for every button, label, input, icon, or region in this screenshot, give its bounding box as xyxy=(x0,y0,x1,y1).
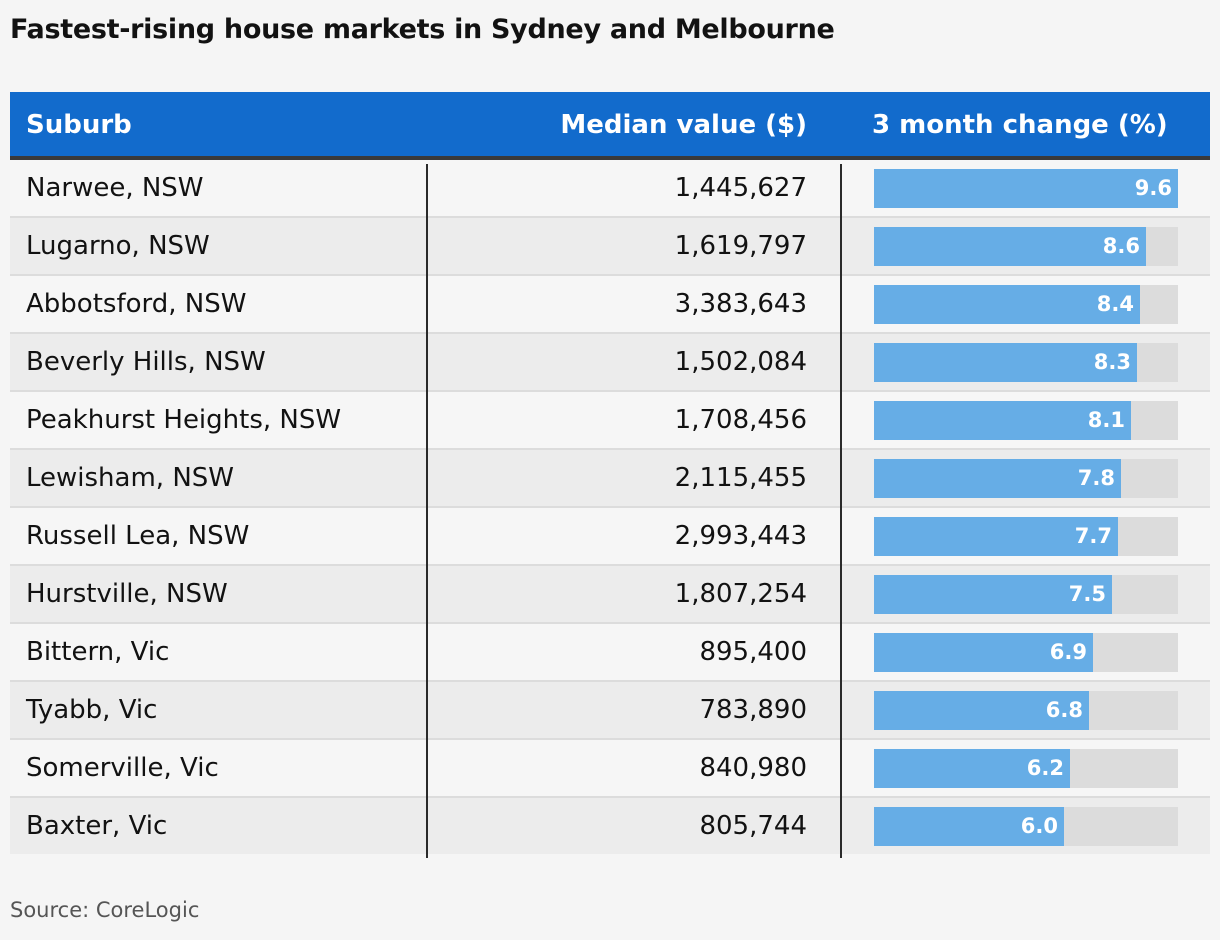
suburb-cell: Abbotsford, NSW xyxy=(26,289,247,319)
table-header: Suburb Median value ($) 3 month change (… xyxy=(10,92,1210,160)
table-body: Narwee, NSW 1,445,627 9.6 Lugarno, NSW 1,619… xyxy=(10,160,1210,854)
change-bar-label: 6.8 xyxy=(1045,698,1083,722)
median-value-cell: 2,115,455 xyxy=(674,463,807,493)
suburb-cell: Hurstville, NSW xyxy=(26,579,228,609)
change-bar: 9.6 xyxy=(874,169,1178,208)
change-bar: 6.9 xyxy=(874,633,1093,672)
change-bar-track: 7.8 xyxy=(874,459,1178,498)
column-header-suburb: Suburb xyxy=(26,110,132,140)
suburb-cell: Tyabb, Vic xyxy=(26,695,158,725)
change-bar-label: 6.0 xyxy=(1020,814,1058,838)
suburb-cell: Russell Lea, NSW xyxy=(26,521,250,551)
table-row: Lewisham, NSW 2,115,455 7.8 xyxy=(10,450,1210,508)
change-bar-label: 7.7 xyxy=(1074,524,1112,548)
change-bar: 7.5 xyxy=(874,575,1112,614)
data-table: Suburb Median value ($) 3 month change (… xyxy=(10,92,1210,858)
median-value-cell: 1,619,797 xyxy=(674,231,807,261)
change-bar-label: 8.6 xyxy=(1102,234,1140,258)
table-row: Baxter, Vic 805,744 6.0 xyxy=(10,798,1210,854)
change-bar: 7.8 xyxy=(874,459,1121,498)
change-bar: 6.8 xyxy=(874,691,1089,730)
table-row: Narwee, NSW 1,445,627 9.6 xyxy=(10,160,1210,218)
change-bar-track: 7.7 xyxy=(874,517,1178,556)
suburb-cell: Beverly Hills, NSW xyxy=(26,347,266,377)
chart-title: Fastest-rising house markets in Sydney a… xyxy=(10,14,835,45)
change-bar-track: 6.2 xyxy=(874,749,1178,788)
change-bar-label: 6.2 xyxy=(1026,756,1064,780)
table-row: Peakhurst Heights, NSW 1,708,456 8.1 xyxy=(10,392,1210,450)
median-value-cell: 895,400 xyxy=(699,637,807,667)
median-value-cell: 1,502,084 xyxy=(674,347,807,377)
column-header-median-value: Median value ($) xyxy=(560,110,807,140)
median-value-cell: 3,383,643 xyxy=(674,289,807,319)
change-bar-label: 8.3 xyxy=(1093,350,1131,374)
change-bar: 6.0 xyxy=(874,807,1064,846)
suburb-cell: Baxter, Vic xyxy=(26,811,168,841)
change-bar-track: 6.9 xyxy=(874,633,1178,672)
change-bar-label: 9.6 xyxy=(1134,176,1172,200)
table-row: Beverly Hills, NSW 1,502,084 8.3 xyxy=(10,334,1210,392)
median-value-cell: 840,980 xyxy=(699,753,807,783)
change-bar-label: 8.1 xyxy=(1087,408,1125,432)
column-header-3-month-change: 3 month change (%) xyxy=(872,110,1168,140)
change-bar-label: 8.4 xyxy=(1096,292,1134,316)
change-bar-track: 7.5 xyxy=(874,575,1178,614)
column-divider-2 xyxy=(840,164,842,858)
table-row: Hurstville, NSW 1,807,254 7.5 xyxy=(10,566,1210,624)
change-bar: 8.3 xyxy=(874,343,1137,382)
change-bar-track: 8.6 xyxy=(874,227,1178,266)
change-bar-label: 7.5 xyxy=(1068,582,1106,606)
change-bar-track: 6.0 xyxy=(874,807,1178,846)
change-bar-track: 8.3 xyxy=(874,343,1178,382)
change-bar-track: 8.4 xyxy=(874,285,1178,324)
median-value-cell: 1,445,627 xyxy=(674,173,807,203)
suburb-cell: Bittern, Vic xyxy=(26,637,170,667)
suburb-cell: Lewisham, NSW xyxy=(26,463,234,493)
source-note: Source: CoreLogic xyxy=(10,898,200,922)
table-row: Lugarno, NSW 1,619,797 8.6 xyxy=(10,218,1210,276)
table-row: Russell Lea, NSW 2,993,443 7.7 xyxy=(10,508,1210,566)
median-value-cell: 783,890 xyxy=(699,695,807,725)
median-value-cell: 1,708,456 xyxy=(674,405,807,435)
change-bar-label: 7.8 xyxy=(1077,466,1115,490)
change-bar-label: 6.9 xyxy=(1049,640,1087,664)
change-bar-track: 8.1 xyxy=(874,401,1178,440)
table-row: Abbotsford, NSW 3,383,643 8.4 xyxy=(10,276,1210,334)
change-bar: 7.7 xyxy=(874,517,1118,556)
table-row: Bittern, Vic 895,400 6.9 xyxy=(10,624,1210,682)
suburb-cell: Lugarno, NSW xyxy=(26,231,210,261)
suburb-cell: Narwee, NSW xyxy=(26,173,204,203)
median-value-cell: 805,744 xyxy=(699,811,807,841)
suburb-cell: Peakhurst Heights, NSW xyxy=(26,405,342,435)
median-value-cell: 2,993,443 xyxy=(674,521,807,551)
table-row: Tyabb, Vic 783,890 6.8 xyxy=(10,682,1210,740)
change-bar: 8.6 xyxy=(874,227,1146,266)
median-value-cell: 1,807,254 xyxy=(674,579,807,609)
change-bar-track: 9.6 xyxy=(874,169,1178,208)
suburb-cell: Somerville, Vic xyxy=(26,753,219,783)
change-bar: 6.2 xyxy=(874,749,1070,788)
change-bar-track: 6.8 xyxy=(874,691,1178,730)
change-bar: 8.4 xyxy=(874,285,1140,324)
change-bar: 8.1 xyxy=(874,401,1131,440)
table-row: Somerville, Vic 840,980 6.2 xyxy=(10,740,1210,798)
column-divider-1 xyxy=(426,164,428,858)
